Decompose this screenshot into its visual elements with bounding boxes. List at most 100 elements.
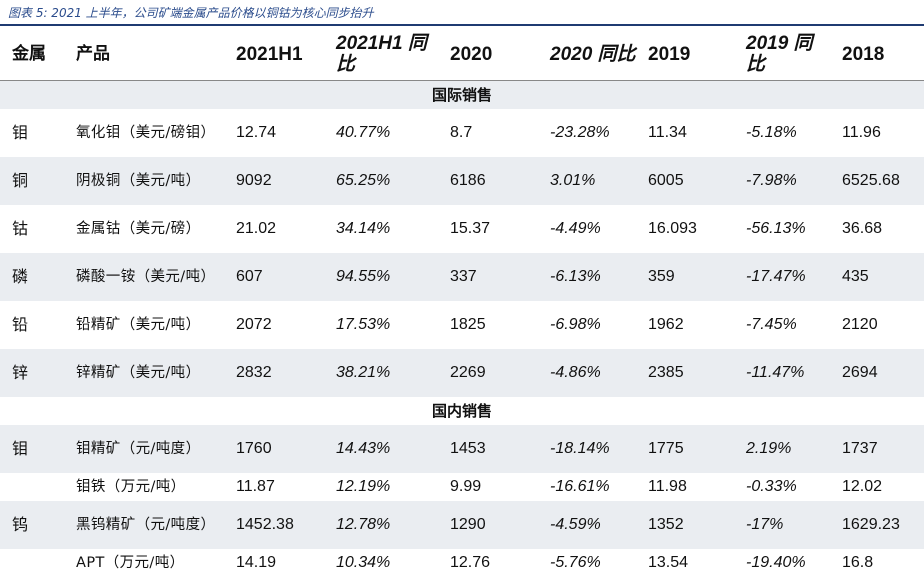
cell-2020: 8.7 <box>450 124 473 141</box>
cell-2019: 1962 <box>648 316 684 333</box>
cell-2021h1-yoy: 38.21% <box>324 349 438 397</box>
cell-2020-yoy: 3.01% <box>538 157 636 205</box>
price-table: 金属 产品 2021H1 2021H1 同比 2020 2020 同比 2019… <box>0 28 924 577</box>
cell-2019: 13.54 <box>648 554 689 571</box>
cell-2018: 2120 <box>842 316 878 333</box>
header-2019-yoy: 2019 同比 <box>734 28 830 81</box>
cell-product: 钼铁（万元/吨） <box>76 479 186 495</box>
cell-2020-yoy: -23.28% <box>550 124 610 141</box>
cell-product: APT（万元/吨） <box>76 555 185 571</box>
header-2021h1-yoy: 2021H1 同比 <box>324 28 438 81</box>
header-product: 产品 <box>64 28 224 81</box>
header-metal: 金属 <box>0 28 64 81</box>
cell-metal: 铜 <box>0 157 64 205</box>
header-row: 金属 产品 2021H1 2021H1 同比 2020 2020 同比 2019… <box>0 28 924 81</box>
cell-2018: 16.8 <box>842 554 874 571</box>
cell-2019: 11.98 <box>648 478 687 495</box>
cell-2019: 1775 <box>636 425 734 473</box>
section-row-domestic: 国内销售 <box>0 397 924 425</box>
table-row: 钼 钼精矿（元/吨度） 1760 14.43% 1453 -18.14% 177… <box>0 425 924 473</box>
cell-product: 阴极铜（美元/吨） <box>64 157 224 205</box>
cell-2021h1: 607 <box>224 253 324 301</box>
cell-2021h1-yoy: 14.43% <box>324 425 438 473</box>
cell-2019: 6005 <box>636 157 734 205</box>
cell-metal: 磷 <box>0 253 64 301</box>
cell-2019-yoy: -7.45% <box>746 316 797 333</box>
cell-2019-yoy: -17.47% <box>734 253 830 301</box>
cell-2020: 337 <box>438 253 538 301</box>
cell-metal: 锌 <box>0 349 64 397</box>
cell-metal: 钼 <box>12 123 29 142</box>
cell-metal: 钨 <box>0 501 64 549</box>
cell-2021h1-yoy: 17.53% <box>336 316 391 333</box>
cell-2019-yoy: -11.47% <box>734 349 830 397</box>
cell-2020: 6186 <box>438 157 538 205</box>
cell-2020-yoy: -5.76% <box>550 554 601 571</box>
cell-2020: 1825 <box>450 316 486 333</box>
cell-2021h1-yoy: 94.55% <box>324 253 438 301</box>
cell-2021h1: 1452.38 <box>224 501 324 549</box>
table-row: 铅 铅精矿（美元/吨） 2072 17.53% 1825 -6.98% 1962… <box>0 301 924 349</box>
cell-2020: 1453 <box>438 425 538 473</box>
cell-metal: 铅 <box>12 315 29 334</box>
cell-2018: 435 <box>830 253 924 301</box>
cell-product: 锌精矿（美元/吨） <box>64 349 224 397</box>
header-2019: 2019 <box>636 28 734 81</box>
cell-2019-yoy: 2.19% <box>734 425 830 473</box>
cell-2019: 359 <box>636 253 734 301</box>
cell-2021h1-yoy: 10.34% <box>336 554 391 571</box>
table-row: 钼铁（万元/吨） 11.87 12.19% 9.99 -16.61% 11.98… <box>0 473 924 501</box>
cell-2021h1: 11.87 <box>236 478 275 495</box>
cell-product: 磷酸一铵（美元/吨） <box>64 253 224 301</box>
cell-2021h1-yoy: 34.14% <box>336 220 391 237</box>
cell-2018: 1737 <box>830 425 924 473</box>
table-row: 钼 氧化钼（美元/磅钼） 12.74 40.77% 8.7 -23.28% 11… <box>0 109 924 157</box>
cell-2021h1-yoy: 12.19% <box>336 478 391 495</box>
cell-metal: 钴 <box>12 219 29 238</box>
cell-2019: 16.093 <box>648 220 697 237</box>
cell-2020: 1290 <box>438 501 538 549</box>
cell-2018: 12.02 <box>842 478 883 495</box>
cell-2019: 2385 <box>636 349 734 397</box>
cell-2021h1: 2832 <box>224 349 324 397</box>
header-2020: 2020 <box>438 28 538 81</box>
cell-2021h1-yoy: 40.77% <box>336 124 391 141</box>
cell-2019-yoy: -17% <box>734 501 830 549</box>
cell-2020-yoy: -4.49% <box>550 220 601 237</box>
cell-2020-yoy: -4.59% <box>538 501 636 549</box>
cell-metal <box>0 549 64 577</box>
cell-2020-yoy: -16.61% <box>550 478 610 495</box>
cell-product: 铅精矿（美元/吨） <box>76 317 201 333</box>
table-row: APT（万元/吨） 14.19 10.34% 12.76 -5.76% 13.5… <box>0 549 924 577</box>
table-row: 磷 磷酸一铵（美元/吨） 607 94.55% 337 -6.13% 359 -… <box>0 253 924 301</box>
table-row: 锌 锌精矿（美元/吨） 2832 38.21% 2269 -4.86% 2385… <box>0 349 924 397</box>
cell-2021h1-yoy: 12.78% <box>324 501 438 549</box>
section-label-domestic: 国内销售 <box>0 397 924 425</box>
cell-2018: 2694 <box>830 349 924 397</box>
table-row: 钴 金属钴（美元/磅） 21.02 34.14% 15.37 -4.49% 16… <box>0 205 924 253</box>
cell-2020-yoy: -18.14% <box>538 425 636 473</box>
caption-divider <box>0 24 924 26</box>
section-label-international: 国际销售 <box>0 80 924 109</box>
cell-2018: 36.68 <box>842 220 883 237</box>
header-2021h1: 2021H1 <box>224 28 324 81</box>
cell-2019: 11.34 <box>648 124 687 141</box>
cell-2020: 2269 <box>438 349 538 397</box>
cell-2020-yoy: -6.98% <box>550 316 601 333</box>
cell-2019: 1352 <box>636 501 734 549</box>
cell-2019-yoy: -19.40% <box>746 554 806 571</box>
cell-2021h1: 2072 <box>236 316 272 333</box>
cell-2020: 12.76 <box>450 554 491 571</box>
header-2020-yoy: 2020 同比 <box>538 28 636 81</box>
cell-2021h1: 1760 <box>224 425 324 473</box>
cell-2021h1: 12.74 <box>236 124 277 141</box>
header-2018: 2018 <box>830 28 924 81</box>
cell-2019-yoy: -7.98% <box>734 157 830 205</box>
cell-2020-yoy: -4.86% <box>538 349 636 397</box>
cell-2019-yoy: -0.33% <box>746 478 797 495</box>
table-row: 钨 黑钨精矿（元/吨度） 1452.38 12.78% 1290 -4.59% … <box>0 501 924 549</box>
cell-2021h1: 9092 <box>224 157 324 205</box>
figure-caption: 图表 5: 2021 上半年，公司矿端金属产品价格以铜钴为核心同步抬升 <box>8 6 374 20</box>
cell-2020: 9.99 <box>450 478 482 495</box>
cell-2021h1-yoy: 65.25% <box>324 157 438 205</box>
